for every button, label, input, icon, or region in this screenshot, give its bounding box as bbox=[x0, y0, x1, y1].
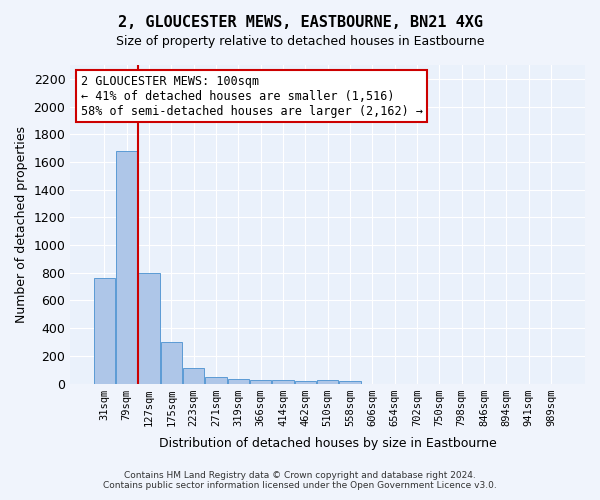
Bar bbox=[183, 368, 204, 384]
Bar bbox=[272, 380, 293, 384]
Bar bbox=[340, 381, 361, 384]
Text: 2, GLOUCESTER MEWS, EASTBOURNE, BN21 4XG: 2, GLOUCESTER MEWS, EASTBOURNE, BN21 4XG bbox=[118, 15, 482, 30]
Text: Contains HM Land Registry data © Crown copyright and database right 2024.
Contai: Contains HM Land Registry data © Crown c… bbox=[103, 470, 497, 490]
Bar bbox=[317, 380, 338, 384]
Bar bbox=[227, 379, 249, 384]
Y-axis label: Number of detached properties: Number of detached properties bbox=[15, 126, 28, 323]
Bar bbox=[250, 380, 271, 384]
Bar bbox=[139, 274, 160, 384]
X-axis label: Distribution of detached houses by size in Eastbourne: Distribution of detached houses by size … bbox=[159, 437, 497, 450]
Bar bbox=[116, 151, 137, 384]
Bar bbox=[295, 381, 316, 384]
Bar bbox=[161, 342, 182, 384]
Bar bbox=[205, 378, 227, 384]
Text: Size of property relative to detached houses in Eastbourne: Size of property relative to detached ho… bbox=[116, 35, 484, 48]
Text: 2 GLOUCESTER MEWS: 100sqm
← 41% of detached houses are smaller (1,516)
58% of se: 2 GLOUCESTER MEWS: 100sqm ← 41% of detac… bbox=[80, 74, 422, 118]
Bar bbox=[94, 278, 115, 384]
